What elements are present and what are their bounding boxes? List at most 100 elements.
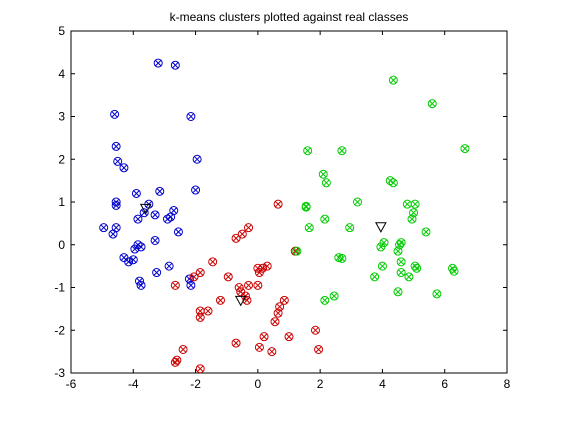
data-point bbox=[449, 266, 459, 276]
data-point bbox=[133, 214, 143, 224]
data-point bbox=[119, 163, 129, 173]
data-point bbox=[337, 146, 347, 156]
x-tick-label: -4 bbox=[128, 377, 139, 391]
x-tick-label: 4 bbox=[379, 377, 386, 391]
y-tick-label: 3 bbox=[58, 110, 65, 124]
y-tick-label: 2 bbox=[58, 152, 65, 166]
data-point bbox=[321, 178, 331, 188]
data-point bbox=[99, 223, 109, 233]
data-point bbox=[460, 144, 470, 154]
data-point bbox=[404, 272, 414, 282]
data-point bbox=[166, 212, 176, 222]
data-point bbox=[173, 227, 183, 237]
chart-title: k-means clusters plotted against real cl… bbox=[170, 10, 409, 24]
data-point bbox=[186, 112, 196, 121]
series-3 bbox=[292, 75, 470, 305]
data-point bbox=[388, 178, 398, 188]
data-point bbox=[262, 261, 272, 271]
data-point bbox=[279, 295, 289, 305]
centroid-markers bbox=[139, 203, 387, 307]
data-point bbox=[186, 280, 196, 290]
data-point bbox=[393, 246, 403, 256]
data-point bbox=[113, 156, 123, 166]
data-point bbox=[231, 233, 241, 243]
data-point bbox=[314, 344, 324, 354]
data-point bbox=[131, 188, 141, 198]
data-point bbox=[396, 268, 406, 278]
data-point bbox=[410, 199, 420, 209]
centroid-marker bbox=[139, 203, 152, 215]
y-tick-label: 0 bbox=[58, 238, 65, 252]
data-point bbox=[304, 223, 314, 233]
data-point bbox=[195, 364, 205, 374]
data-point bbox=[393, 287, 403, 297]
data-point bbox=[189, 272, 199, 282]
data-point bbox=[376, 242, 386, 252]
data-point bbox=[111, 141, 121, 151]
data-point bbox=[396, 257, 406, 267]
data-point bbox=[139, 208, 149, 218]
x-tick-label: -6 bbox=[66, 377, 77, 391]
data-point bbox=[259, 332, 269, 342]
data-point bbox=[273, 199, 283, 209]
x-tick-label: 2 bbox=[317, 377, 324, 391]
data-point bbox=[388, 75, 398, 85]
data-point bbox=[164, 261, 174, 271]
data-point bbox=[303, 146, 313, 156]
plot-area-frame bbox=[70, 30, 508, 374]
data-point bbox=[124, 257, 134, 267]
data-point bbox=[155, 186, 165, 196]
data-point bbox=[275, 302, 285, 312]
x-tick-label: 8 bbox=[504, 377, 511, 391]
data-point bbox=[170, 60, 180, 70]
centroid-marker bbox=[234, 295, 247, 307]
data-point bbox=[184, 274, 194, 284]
data-point bbox=[231, 338, 241, 348]
data-point bbox=[237, 229, 247, 239]
data-point bbox=[195, 312, 205, 322]
data-point bbox=[170, 357, 180, 367]
data-point bbox=[409, 208, 419, 218]
axis-ticks: -6 -4 -2 0 2 4 6 8 -3 -2 -1 0 1 2 3 4 5 bbox=[54, 24, 510, 391]
data-point bbox=[284, 332, 294, 342]
data-point bbox=[432, 289, 442, 299]
data-point bbox=[150, 235, 160, 245]
data-point bbox=[244, 280, 254, 290]
x-tick-label: -2 bbox=[190, 377, 201, 391]
data-point bbox=[370, 272, 380, 282]
y-tick-label: -1 bbox=[54, 281, 65, 295]
data-point bbox=[320, 295, 330, 305]
data-point bbox=[301, 202, 311, 212]
y-tick-label: 1 bbox=[58, 195, 65, 209]
data-point bbox=[208, 257, 218, 267]
data-point bbox=[396, 238, 406, 248]
data-point bbox=[192, 154, 202, 164]
y-tick-label: -3 bbox=[54, 366, 65, 380]
data-point bbox=[318, 169, 328, 179]
data-point bbox=[320, 214, 330, 224]
data-point bbox=[111, 200, 121, 210]
data-point bbox=[152, 268, 162, 278]
data-point bbox=[203, 306, 213, 316]
data-point bbox=[110, 109, 120, 119]
data-point bbox=[270, 317, 280, 327]
data-point bbox=[191, 185, 201, 195]
data-point bbox=[178, 344, 188, 354]
series-2 bbox=[170, 199, 324, 374]
data-point bbox=[195, 268, 205, 278]
x-tick-label: 6 bbox=[441, 377, 448, 391]
y-tick-label: 4 bbox=[58, 67, 65, 81]
data-point bbox=[108, 229, 118, 239]
y-tick-label: -2 bbox=[54, 323, 65, 337]
data-point bbox=[337, 253, 347, 263]
centroid-marker bbox=[375, 222, 387, 233]
data-points bbox=[99, 58, 470, 374]
data-point bbox=[254, 342, 264, 352]
data-point bbox=[402, 199, 412, 209]
data-point bbox=[329, 291, 339, 301]
data-point bbox=[421, 227, 431, 237]
data-point bbox=[128, 255, 138, 265]
data-point bbox=[136, 280, 146, 290]
